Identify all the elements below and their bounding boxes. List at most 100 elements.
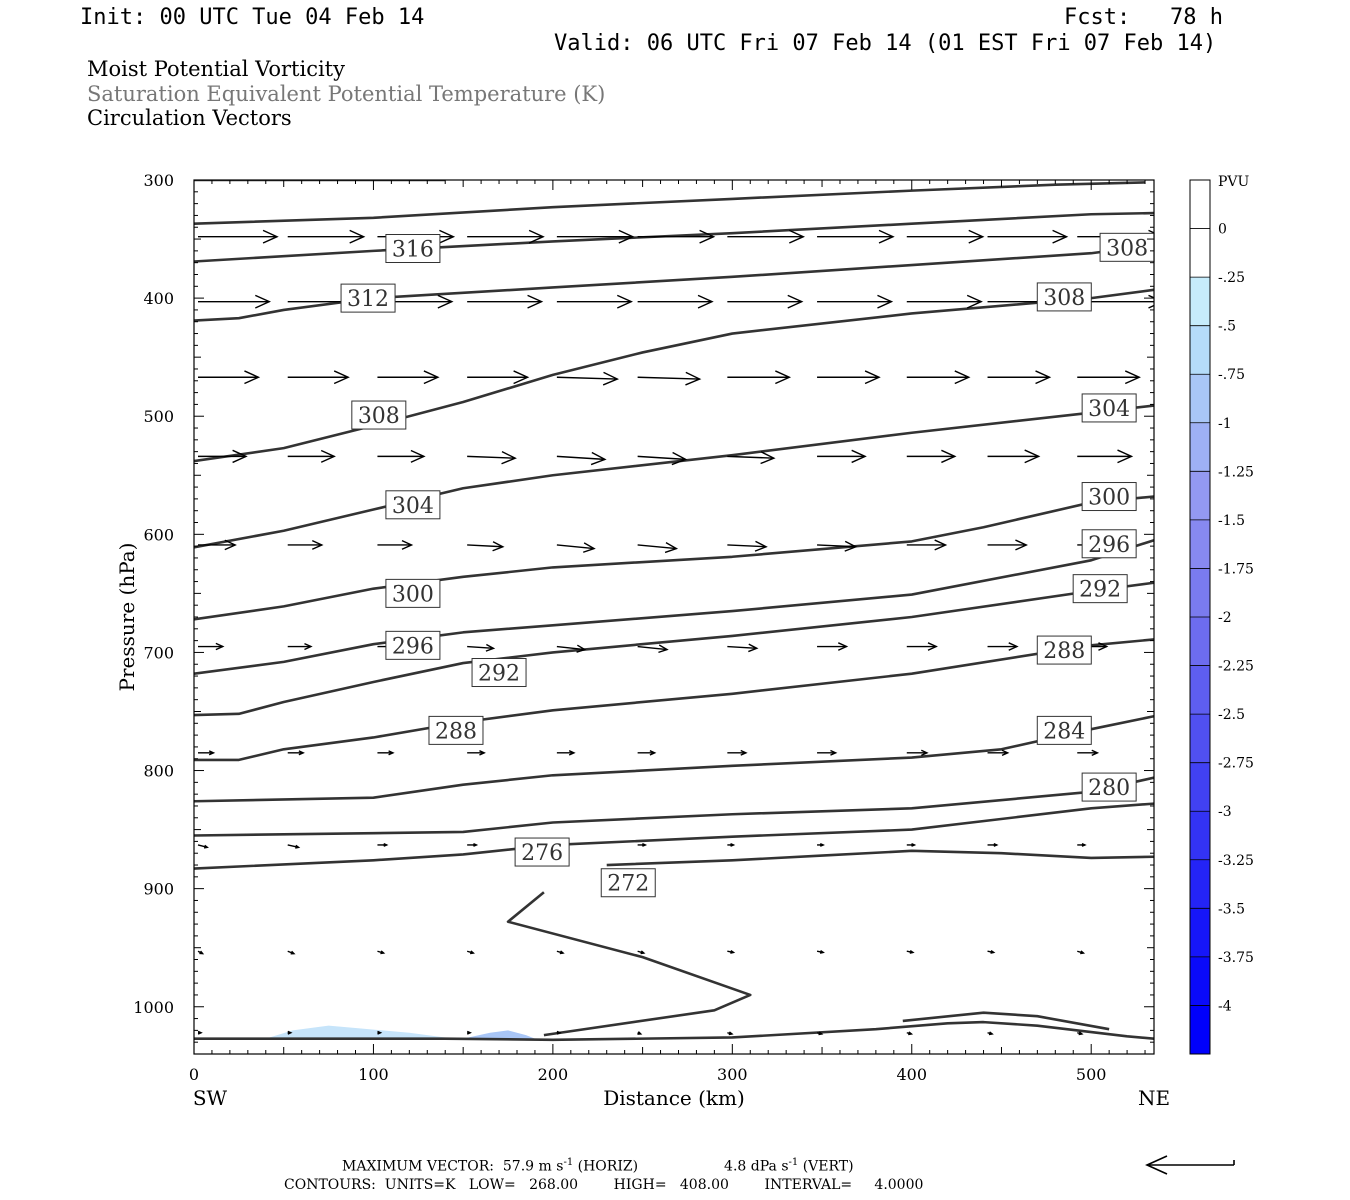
circulation-vector: [198, 370, 261, 385]
contour-label-box: [1036, 282, 1092, 312]
vector-head: [576, 644, 587, 653]
circulation-vector: [817, 229, 895, 244]
vector-head: [642, 842, 648, 847]
circulation-vector: [556, 950, 565, 955]
contour-label-box: [1099, 232, 1155, 262]
vector-head: [740, 749, 748, 756]
y-axis-label: Pressure (hPa): [115, 543, 139, 692]
colorbar-segment: [1190, 228, 1210, 278]
x-end-label-right: NE: [1138, 1086, 1170, 1110]
contour-label-box: [428, 715, 484, 745]
contour-label: 288: [1036, 635, 1092, 665]
colorbar-segment: [1190, 374, 1210, 424]
circulation-vector: [198, 294, 272, 309]
vector-head: [197, 1030, 203, 1035]
circulation-vector: [817, 842, 825, 847]
circulation-vector: [466, 1030, 472, 1035]
contour-line-268: [902, 1011, 1110, 1031]
circulation-vector: [467, 229, 545, 244]
contour-label: 300: [385, 578, 441, 608]
contour-label-box: [1081, 393, 1137, 423]
vector-head: [224, 539, 237, 551]
circulation-vector: [287, 844, 301, 849]
y-tick-label: 500: [143, 407, 174, 426]
contour-label-text: 308: [1106, 236, 1148, 261]
circulation-vector: [467, 370, 530, 385]
circulation-vector: [197, 950, 205, 955]
colorbar-tick-label: -.25: [1218, 270, 1245, 286]
contour-label-text: 272: [607, 872, 649, 897]
contour-line-272: [194, 802, 1154, 870]
contour-label-text: 304: [1088, 397, 1130, 422]
colorbar-frame: [1189, 179, 1211, 1055]
circulation-vector: [637, 371, 702, 386]
vector-head: [909, 949, 915, 954]
colorbar-segment: [1190, 568, 1210, 618]
contour-label: 276: [514, 837, 570, 867]
vector-head: [789, 229, 806, 244]
circulation-vector: [198, 750, 216, 756]
vector-shaft: [467, 455, 516, 459]
vector-head: [479, 750, 486, 756]
circulation-vector: [906, 539, 948, 551]
vector-head: [377, 1030, 383, 1035]
y-tick-label: 800: [143, 762, 174, 781]
vert-value: 4.8: [724, 1158, 747, 1175]
contour-label: 304: [1081, 393, 1137, 423]
vector-head: [1148, 294, 1154, 309]
vector-head: [658, 644, 669, 654]
contours-info: CONTOURS: UNITS=K LOW= 268.00 HIGH= 408.…: [284, 1177, 924, 1193]
circulation-vector: [556, 542, 596, 553]
circulation-vectors: [197, 229, 1154, 1036]
vector-head: [864, 370, 881, 385]
circulation-vector: [377, 750, 395, 756]
contour-label: 308: [1099, 232, 1155, 262]
colorbar-segment: [1190, 714, 1210, 764]
vector-shaft: [467, 544, 503, 548]
circulation-vector: [727, 749, 748, 756]
vector-head: [590, 451, 607, 466]
circulation-vector: [377, 1030, 383, 1035]
circulation-vector: [287, 540, 324, 550]
circulation-vector: [817, 540, 858, 552]
contour-label-text: 296: [1088, 533, 1130, 558]
vert-tag: (VERT): [798, 1158, 854, 1175]
vector-head: [485, 643, 496, 652]
circulation-vector: [987, 842, 999, 847]
title-mpv: Moist Potential Vorticity: [87, 57, 345, 81]
vector-head: [311, 540, 324, 550]
horiz-value: 57.9: [502, 1158, 535, 1175]
vector-head: [602, 371, 620, 386]
y-tick-label: 400: [143, 289, 174, 308]
circulation-vector: [727, 842, 736, 847]
circulation-vector: [556, 1030, 562, 1035]
colorbar-tick-label: -3.75: [1218, 950, 1254, 966]
circulation-vector: [637, 1031, 643, 1035]
max-vector-label: MAXIMUM VECTOR:: [342, 1158, 494, 1175]
circulation-vector: [817, 294, 894, 309]
circulation-vector: [377, 842, 389, 847]
x-tick-label: 0: [189, 1065, 199, 1084]
vector-head: [927, 642, 938, 651]
vector-head: [349, 229, 366, 244]
vector-head: [1080, 950, 1086, 955]
vector-head: [1117, 449, 1134, 464]
colorbar-segment: [1190, 180, 1210, 230]
contour-label: 308: [351, 400, 407, 430]
colorbar-tick-label: -1.75: [1218, 561, 1254, 577]
vector-shaft: [556, 455, 605, 461]
vector-head: [908, 1031, 914, 1036]
contour-label: 292: [1072, 574, 1128, 604]
colorbar-segment: [1190, 811, 1210, 861]
contour-label-text: 312: [347, 287, 389, 312]
vector-shaft: [467, 645, 494, 650]
colorbar-tick-label: -2.75: [1218, 756, 1254, 772]
circulation-vector: [817, 642, 849, 651]
circulation-vector: [637, 294, 714, 309]
circulation-vector: [987, 229, 1069, 244]
circulation-vector: [1077, 449, 1134, 464]
colorbar-segment: [1190, 956, 1210, 1006]
vector-head: [320, 449, 336, 463]
colorbar: 0 -.25 -.5 -.75 -1 -1.25 -1.5 -1.75 -2 -2.25 -2.5 -…: [1189, 179, 1254, 1055]
vector-head: [877, 294, 894, 309]
